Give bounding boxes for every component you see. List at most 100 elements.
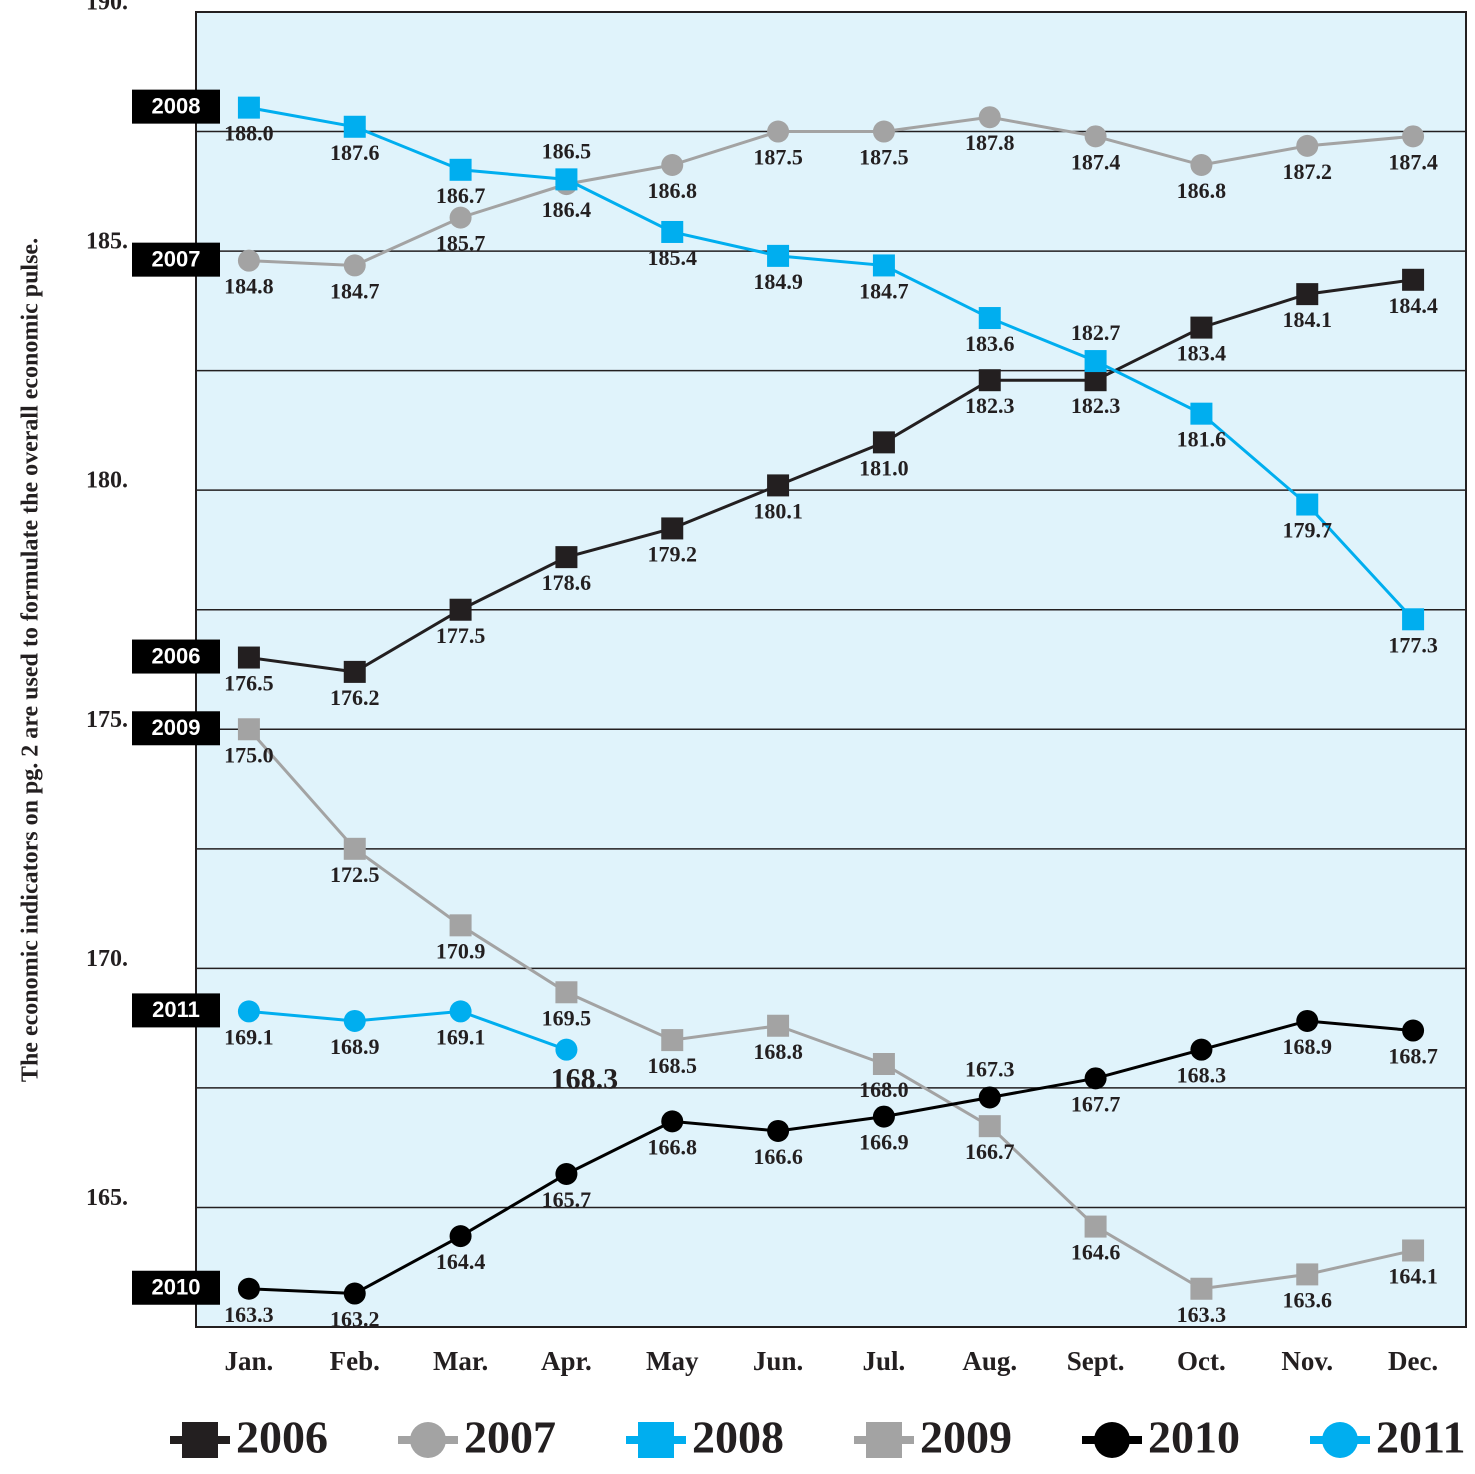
data-point xyxy=(449,158,472,181)
data-point xyxy=(1084,1067,1107,1090)
data-point xyxy=(449,598,472,621)
data-label: 188.0 xyxy=(224,121,274,146)
data-label: 184.8 xyxy=(224,274,274,299)
data-point xyxy=(1084,1215,1107,1238)
data-label: 176.2 xyxy=(330,685,380,710)
data-label: 164.1 xyxy=(1388,1264,1438,1289)
data-point xyxy=(661,1029,684,1052)
data-label: 175.0 xyxy=(224,742,274,767)
data-point xyxy=(1084,125,1107,148)
data-label: 187.5 xyxy=(753,145,803,170)
data-label: 164.6 xyxy=(1071,1240,1121,1265)
data-point xyxy=(343,837,366,860)
data-label: 169.1 xyxy=(436,1024,486,1049)
y-tick-label: 185. xyxy=(86,229,128,255)
x-tick-label: Jan. xyxy=(225,1346,274,1376)
data-point xyxy=(1402,268,1425,291)
data-point xyxy=(555,168,578,191)
data-point xyxy=(872,120,895,143)
series-tag: 2009 xyxy=(152,715,201,740)
data-label: 167.7 xyxy=(1071,1091,1121,1116)
y-axis-title: The economic indicators on pg. 2 are use… xyxy=(18,238,44,1082)
data-label: 185.4 xyxy=(648,245,698,270)
data-label: 186.8 xyxy=(648,178,698,203)
data-label: 181.6 xyxy=(1177,427,1227,452)
data-point xyxy=(1296,134,1319,157)
data-label: 186.4 xyxy=(542,197,592,222)
legend-label: 2009 xyxy=(920,1412,1012,1463)
y-tick-label: 170. xyxy=(86,946,128,972)
data-point xyxy=(661,1110,684,1133)
data-point xyxy=(343,1282,366,1305)
series-line xyxy=(248,1019,1414,1296)
data-point xyxy=(237,1000,260,1023)
data-label: 179.2 xyxy=(648,541,698,566)
data-label: 187.4 xyxy=(1388,149,1438,174)
data-label: 186.5 xyxy=(542,138,592,163)
series-tag: 2008 xyxy=(152,93,201,118)
series-tag-box xyxy=(132,89,220,124)
data-label: 165.7 xyxy=(542,1187,592,1212)
data-point xyxy=(449,1000,472,1023)
data-label: 168.0 xyxy=(859,1077,909,1102)
legend-label: 2010 xyxy=(1148,1412,1240,1463)
data-point xyxy=(555,546,578,569)
data-label: 187.4 xyxy=(1071,149,1121,174)
legend-label: 2011 xyxy=(1376,1412,1465,1463)
data-label: 163.6 xyxy=(1283,1287,1333,1312)
y-tick-label: 175. xyxy=(86,707,128,733)
x-tick-label: Jul. xyxy=(863,1346,906,1376)
data-point xyxy=(449,914,472,937)
data-point xyxy=(767,1014,790,1037)
plot-area xyxy=(196,12,1466,1327)
data-label: 168.5 xyxy=(648,1053,698,1078)
data-point xyxy=(872,431,895,454)
data-label: 166.7 xyxy=(965,1139,1015,1164)
data-point xyxy=(237,96,260,119)
data-point xyxy=(1084,350,1107,373)
data-label: 179.7 xyxy=(1283,518,1333,543)
x-tick-label: Apr. xyxy=(541,1346,592,1376)
data-label: 170.9 xyxy=(436,938,486,963)
data-point xyxy=(1296,283,1319,306)
series-tag-box xyxy=(132,711,220,746)
legend-label: 2007 xyxy=(464,1412,556,1463)
data-label: 172.5 xyxy=(330,862,380,887)
series-line xyxy=(248,106,1415,621)
data-label: 169.1 xyxy=(224,1024,274,1049)
x-tick-label: Sept. xyxy=(1067,1346,1125,1376)
series-line xyxy=(248,115,1414,267)
data-label: 168.8 xyxy=(753,1039,803,1064)
x-tick-label: Feb. xyxy=(330,1346,380,1376)
data-label: 187.2 xyxy=(1283,159,1333,184)
data-point xyxy=(343,254,366,277)
data-label: 180.1 xyxy=(753,498,803,523)
data-point xyxy=(1402,1019,1425,1042)
data-point xyxy=(343,1009,366,1032)
data-point xyxy=(978,1086,1001,1109)
data-label: 187.6 xyxy=(330,140,380,165)
legend-marker xyxy=(638,1422,674,1458)
series-tag-box xyxy=(132,1270,220,1305)
y-tick-label: 180. xyxy=(86,468,128,494)
data-point xyxy=(767,1119,790,1142)
data-label: 182.7 xyxy=(1071,320,1121,345)
x-tick-label: Mar. xyxy=(433,1346,488,1376)
legend-marker xyxy=(182,1422,218,1458)
data-point xyxy=(343,660,366,683)
data-label: 166.6 xyxy=(753,1144,803,1169)
data-point xyxy=(1402,608,1425,631)
data-point xyxy=(1084,369,1107,392)
series-tag: 2010 xyxy=(152,1275,201,1300)
data-label: 169.5 xyxy=(542,1005,592,1030)
data-point xyxy=(978,307,1001,330)
series-line xyxy=(248,1009,567,1052)
data-point xyxy=(767,244,790,267)
data-label: 187.5 xyxy=(859,145,909,170)
data-label: 166.8 xyxy=(648,1134,698,1159)
data-point xyxy=(1190,402,1213,425)
data-point xyxy=(978,369,1001,392)
legend-label: 2006 xyxy=(236,1412,328,1463)
legend-marker xyxy=(410,1422,446,1458)
data-label: 167.3 xyxy=(965,1057,1015,1082)
